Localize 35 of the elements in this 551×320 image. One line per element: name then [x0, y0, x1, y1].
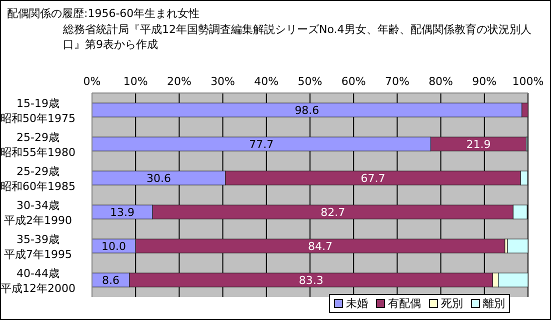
y-tick-label: 15-19歳昭和50年1975 [0, 97, 76, 125]
chart-subtitle: 総務省統計局『平成12年国勢調査編集解説シリーズNo.4男女、年齢、配偶関係教育の状況別人口』第9表から作成 [63, 22, 532, 52]
x-tick-label: 100% [512, 75, 544, 88]
x-tick-label: 40% [254, 75, 279, 88]
data-label: 21.9 [466, 138, 491, 151]
y-tick-label: 25-29歳昭和60年1985 [0, 165, 76, 193]
y-tick-label: 40-44歳平成12年2000 [0, 267, 76, 295]
data-label: 98.6 [294, 104, 320, 117]
x-tick-label: 50% [298, 75, 322, 88]
legend-label: 離別 [482, 296, 505, 311]
x-tick-label: 70% [384, 75, 410, 88]
data-label: 84.7 [308, 240, 332, 253]
x-tick-label: 0% [83, 75, 101, 88]
legend-label: 死別 [440, 296, 463, 311]
x-tick-label: 20% [166, 75, 192, 88]
x-tick-label: 10% [123, 75, 148, 88]
y-tick-label: 35-39歳平成7年1995 [4, 233, 72, 261]
data-label: 13.9 [110, 206, 135, 219]
x-tick-label: 80% [428, 75, 454, 88]
data-label: 30.6 [146, 172, 171, 185]
data-label: 83.3 [298, 274, 324, 287]
legend-label: 有配偶 [387, 296, 421, 311]
data-label: 77.7 [249, 138, 274, 151]
x-tick-label: 60% [341, 75, 366, 88]
data-label: 82.7 [320, 206, 346, 219]
y-tick-label: 30-34歳平成2年1990 [4, 199, 72, 227]
chart-title: 配偶関係の履歴:1956-60年生まれ女性 [7, 6, 200, 21]
y-tick-label: 25-29歳昭和55年1980 [0, 131, 76, 159]
bar [507, 238, 528, 254]
x-tick-label: 90% [472, 75, 497, 88]
x-tick-label: 30% [210, 75, 236, 88]
legend-label: 未婚 [345, 296, 368, 311]
data-label: 67.7 [360, 172, 386, 185]
data-label: 8.6 [102, 274, 120, 287]
data-label: 10.0 [102, 240, 126, 253]
